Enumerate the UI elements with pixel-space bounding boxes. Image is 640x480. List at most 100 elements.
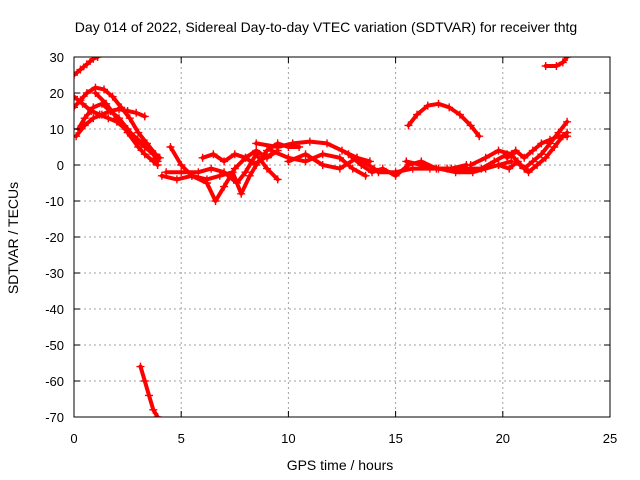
series-trace bbox=[543, 57, 570, 68]
data-point bbox=[468, 168, 477, 177]
data-point bbox=[490, 157, 499, 166]
data-point bbox=[513, 157, 522, 166]
data-point bbox=[78, 99, 87, 108]
data-point bbox=[520, 153, 529, 162]
data-point bbox=[558, 58, 567, 67]
data-point bbox=[541, 62, 550, 70]
data-point bbox=[140, 112, 149, 121]
data-point bbox=[481, 164, 490, 173]
data-point bbox=[153, 413, 162, 417]
data-point bbox=[563, 132, 572, 141]
data-point bbox=[552, 62, 561, 70]
data-point bbox=[357, 161, 366, 169]
data-point bbox=[140, 377, 149, 385]
data-point bbox=[451, 168, 460, 177]
y-tick-label: -10 bbox=[45, 194, 64, 209]
data-point bbox=[215, 171, 224, 180]
y-tick-label: 10 bbox=[50, 122, 64, 137]
data-point bbox=[511, 146, 520, 155]
data-point bbox=[494, 146, 503, 155]
chart-title: Day 014 of 2022, Sidereal Day-to-day VTE… bbox=[75, 19, 577, 35]
data-point bbox=[391, 168, 400, 177]
data-point bbox=[475, 132, 484, 141]
data-point bbox=[301, 150, 310, 159]
series-trace bbox=[168, 145, 274, 196]
data-point bbox=[123, 128, 132, 137]
data-point bbox=[100, 85, 109, 94]
data-point bbox=[187, 171, 196, 180]
data-point bbox=[241, 168, 250, 177]
data-point bbox=[91, 89, 100, 97]
data-point bbox=[237, 189, 246, 198]
data-point bbox=[157, 171, 166, 180]
y-tick-label: -50 bbox=[45, 338, 64, 353]
data-point bbox=[80, 114, 89, 123]
data-point bbox=[228, 168, 237, 177]
data-point bbox=[74, 71, 78, 79]
data-point bbox=[550, 143, 559, 151]
data-point bbox=[89, 57, 98, 63]
data-point bbox=[466, 161, 475, 169]
data-point bbox=[374, 168, 383, 177]
data-point bbox=[123, 107, 132, 115]
data-series-arc-13 bbox=[284, 150, 374, 173]
data-point bbox=[301, 157, 310, 166]
data-point bbox=[528, 146, 537, 155]
data-point bbox=[74, 132, 81, 141]
data-point bbox=[230, 150, 239, 159]
data-point bbox=[262, 164, 271, 173]
data-point bbox=[273, 175, 282, 184]
series-group bbox=[74, 57, 572, 417]
data-point bbox=[220, 157, 229, 166]
data-point bbox=[177, 161, 186, 169]
data-point bbox=[402, 157, 411, 166]
data-point bbox=[102, 99, 111, 108]
y-tick-label: -60 bbox=[45, 374, 64, 389]
data-point bbox=[115, 105, 124, 114]
data-point bbox=[267, 146, 276, 155]
data-point bbox=[408, 164, 417, 173]
data-point bbox=[74, 103, 78, 112]
data-point bbox=[528, 157, 537, 166]
data-point bbox=[153, 161, 162, 169]
data-point bbox=[132, 108, 141, 117]
data-series bbox=[74, 57, 572, 417]
data-point bbox=[209, 150, 218, 159]
data-point bbox=[524, 168, 533, 177]
data-point bbox=[434, 164, 443, 173]
data-point bbox=[93, 57, 102, 61]
data-point bbox=[466, 121, 475, 130]
data-series-arc-17 bbox=[404, 99, 484, 141]
data-point bbox=[554, 132, 563, 141]
data-point bbox=[563, 57, 572, 61]
data-point bbox=[252, 161, 261, 169]
data-point bbox=[338, 146, 346, 155]
data-point bbox=[149, 157, 158, 166]
data-series-arc-20 bbox=[503, 132, 572, 162]
data-point bbox=[404, 121, 413, 130]
data-point bbox=[537, 139, 546, 148]
data-point bbox=[82, 60, 91, 69]
data-point bbox=[318, 150, 327, 159]
data-point bbox=[211, 197, 220, 205]
data-point bbox=[273, 143, 282, 151]
data-series-arc-21 bbox=[541, 57, 572, 70]
data-point bbox=[305, 137, 314, 146]
data-point bbox=[149, 405, 158, 414]
data-point bbox=[361, 171, 370, 180]
data-point bbox=[541, 153, 550, 162]
data-point bbox=[423, 101, 432, 110]
y-tick-label: -40 bbox=[45, 302, 64, 317]
data-point bbox=[284, 157, 293, 166]
data-point bbox=[134, 143, 143, 151]
x-tick-label: 0 bbox=[70, 431, 77, 446]
data-point bbox=[503, 153, 512, 162]
data-point bbox=[445, 103, 454, 112]
data-point bbox=[537, 150, 546, 159]
data-point bbox=[89, 114, 98, 123]
data-point bbox=[288, 139, 297, 148]
series-trace bbox=[406, 101, 482, 139]
data-series-arc-6 bbox=[91, 89, 162, 169]
data-point bbox=[140, 150, 149, 159]
x-axis-label: GPS time / hours bbox=[287, 457, 394, 473]
